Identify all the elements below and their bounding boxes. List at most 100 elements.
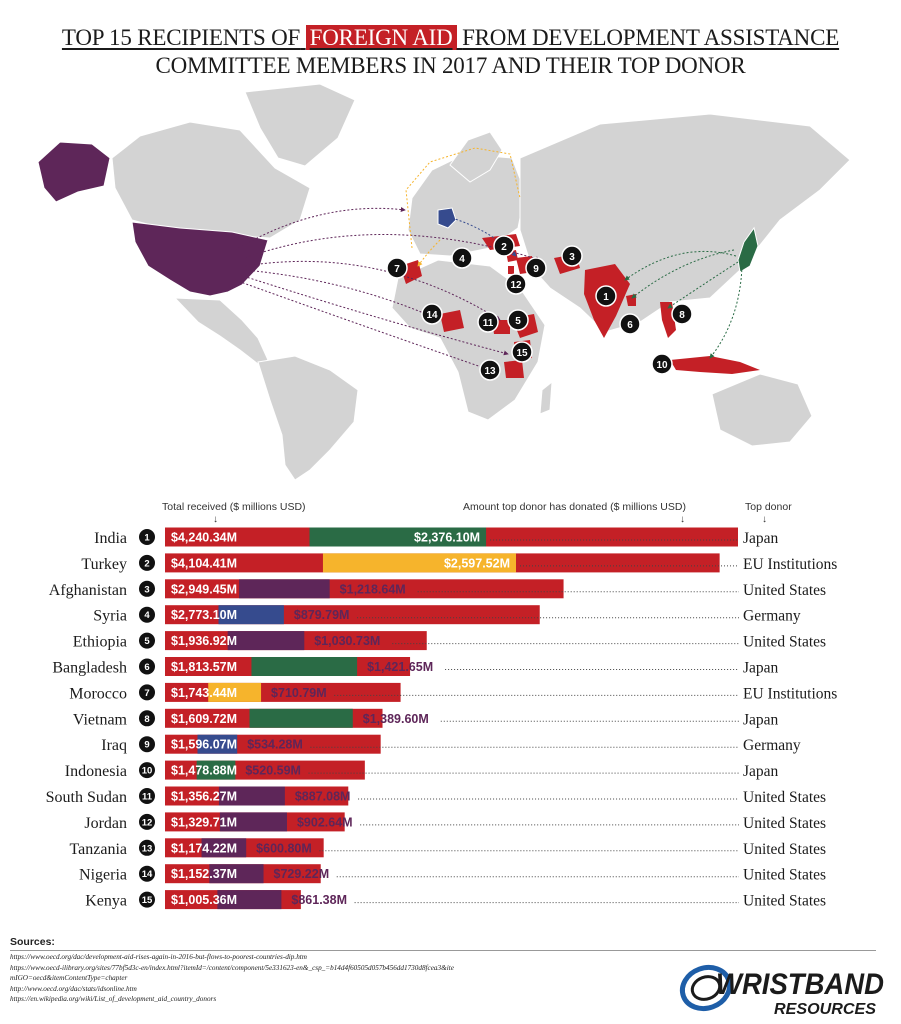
- top-donor-label: Japan: [743, 711, 779, 728]
- wristband-resources-logo: WRISTBAND RESOURCES: [679, 964, 884, 1018]
- continents: [37, 83, 851, 481]
- top-donor-label: Japan: [743, 660, 779, 677]
- title-line-2: COMMITTEE MEMBERS IN 2017 AND THEIR TOP …: [155, 53, 746, 78]
- donor-value-label: $729.22M: [274, 867, 330, 881]
- donor-bar: [249, 708, 353, 728]
- total-value-label: $1,152.37M: [171, 867, 237, 881]
- map-marker-label: 12: [510, 280, 522, 291]
- country-label: India: [94, 530, 127, 547]
- map-marker-label: 10: [656, 360, 668, 371]
- country-label: Syria: [93, 608, 127, 625]
- total-value-label: $4,240.34M: [171, 531, 237, 545]
- donor-value-label: $2,597.52M: [444, 556, 510, 570]
- top-donor-label: Germany: [743, 608, 801, 625]
- rank-badge: [139, 529, 155, 545]
- africa-shape: [391, 259, 546, 421]
- title-line-1: TOP 15 RECIPIENTS OF FOREIGN AID FROM DE…: [0, 24, 901, 52]
- top-donor-label: Germany: [743, 737, 801, 754]
- donor-value-label: $1,421.65M: [367, 660, 433, 674]
- map-marker: [561, 245, 583, 267]
- donor-bar: [309, 527, 487, 547]
- donor-bar: [208, 682, 262, 702]
- usa-arrow-4: [244, 269, 441, 321]
- japan-arrow-1: [624, 251, 737, 281]
- map-marker-label: 2: [501, 242, 507, 253]
- germany-shape: [437, 207, 457, 229]
- map-marker-label: 6: [627, 320, 633, 331]
- map-marker: [386, 257, 408, 279]
- map-marker: [479, 359, 501, 381]
- map-marker: [651, 353, 673, 375]
- total-value-label: $1,478.88M: [171, 764, 237, 778]
- country-label: Bangladesh: [52, 660, 127, 677]
- country-label: Iraq: [101, 737, 127, 754]
- top-donor-label: United States: [743, 634, 826, 651]
- rank-badge: [139, 554, 155, 571]
- map-marker: [451, 247, 473, 269]
- rank-badge: [139, 736, 155, 753]
- top-donor-label: United States: [743, 867, 826, 884]
- south-america-shape: [257, 355, 359, 481]
- rank-label: 3: [144, 584, 149, 595]
- greenland-shape: [244, 83, 356, 167]
- map-marker-label: 14: [426, 310, 438, 321]
- rank-label: 11: [142, 792, 153, 803]
- usa-arrow-5: [239, 274, 509, 356]
- chart-title: TOP 15 RECIPIENTS OF FOREIGN AID FROM DE…: [0, 24, 901, 80]
- canada-shape: [111, 121, 311, 239]
- donor-value-label: $887.08M: [295, 790, 351, 804]
- map-marker-label: 15: [516, 348, 528, 359]
- donor-bar: [218, 786, 285, 806]
- rank-label: 10: [142, 766, 153, 777]
- donor-bar: [197, 734, 238, 754]
- rank-label: 4: [144, 610, 150, 621]
- map-marker: [507, 309, 529, 331]
- rank-label: 14: [142, 869, 153, 880]
- country-label: Vietnam: [73, 711, 128, 728]
- usa-shape: [131, 221, 269, 297]
- top-donor-label: United States: [743, 815, 826, 832]
- total-value-label: $1,356.27M: [171, 790, 237, 804]
- tanzania-shape: [504, 360, 524, 378]
- map-marker-label: 5: [515, 316, 521, 327]
- donor-value-label: $1,218.64M: [340, 582, 406, 596]
- top-donor-label: United States: [743, 893, 826, 910]
- total-value-label: $4,104.41M: [171, 556, 237, 570]
- map-marker-label: 3: [569, 252, 575, 263]
- donor-value-label: $710.79M: [271, 686, 327, 700]
- country-label: Jordan: [84, 815, 127, 832]
- donor-bar: [251, 657, 358, 676]
- rank-badge: [139, 839, 155, 856]
- total-value-label: $2,949.45M: [171, 582, 237, 596]
- map-marker: [595, 285, 617, 307]
- nigeria-shape: [440, 310, 464, 332]
- map-marker: [477, 311, 499, 333]
- eu-border: [405, 147, 521, 249]
- bar-chart: India 1 $4,240.34M $2,376.10M Japan Turkey 2 $4…: [46, 527, 837, 910]
- rank-label: 12: [142, 817, 153, 828]
- rank-badge: [139, 580, 155, 597]
- map-marker: [421, 303, 443, 325]
- logo-subtitle: RESOURCES: [774, 1001, 876, 1018]
- rank-label: 2: [144, 558, 149, 569]
- country-label: Nigeria: [79, 867, 127, 884]
- donor-bar: [227, 631, 305, 651]
- madagascar-shape: [539, 380, 553, 415]
- donor-value-label: $534.28M: [247, 738, 303, 752]
- asia-shape: [519, 113, 851, 333]
- header-donor-arrow: ↓: [762, 514, 767, 525]
- rank-badge: [139, 865, 155, 882]
- rank-label: 8: [144, 714, 149, 725]
- donor-value-label: $902.64M: [297, 815, 353, 829]
- top-donor-label: EU Institutions: [743, 556, 837, 573]
- logo-swoosh: [679, 964, 733, 1012]
- header-amount-donated: Amount top donor has donated ($ millions…: [463, 501, 686, 513]
- sources-title: Sources:: [10, 936, 55, 948]
- japan-shape: [737, 226, 759, 273]
- total-value-label: $1,329.71M: [171, 815, 237, 829]
- country-label: Ethiopia: [73, 634, 127, 651]
- logo-swoosh-inner: [690, 975, 722, 1001]
- donor-bar: [239, 579, 330, 599]
- donor-value-label: $2,376.10M: [414, 531, 480, 545]
- map-marker: [505, 273, 527, 295]
